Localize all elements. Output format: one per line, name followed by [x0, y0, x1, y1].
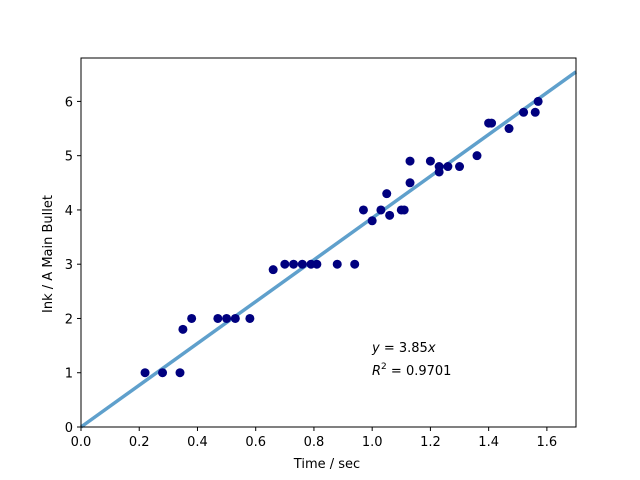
data-point — [187, 313, 197, 323]
y-tick-label: 2 — [65, 312, 73, 327]
data-point — [280, 259, 290, 269]
data-point — [425, 156, 435, 166]
data-point — [222, 313, 232, 323]
data-point — [158, 368, 168, 378]
data-point — [245, 313, 255, 323]
x-tick-label: 1.2 — [420, 435, 441, 450]
data-point — [289, 259, 299, 269]
data-point — [530, 107, 540, 117]
y-tick-label: 6 — [65, 95, 73, 110]
data-point — [405, 156, 415, 166]
r-squared-annotation: R2 = 0.9701 — [372, 362, 451, 379]
y-tick-label: 4 — [65, 204, 73, 219]
data-point — [472, 151, 482, 161]
equation-annotation: y = 3.85x — [371, 341, 436, 356]
data-point — [230, 313, 240, 323]
x-tick-label: 0.2 — [129, 435, 150, 450]
fit-layer — [79, 70, 578, 429]
data-point — [312, 259, 322, 269]
y-tick-label: 1 — [65, 367, 73, 382]
data-point — [268, 265, 278, 275]
data-point — [213, 313, 223, 323]
data-point — [358, 205, 368, 215]
data-point — [332, 259, 342, 269]
data-point — [455, 162, 465, 172]
data-point — [178, 324, 188, 334]
x-tick-label: 1.4 — [478, 435, 499, 450]
equation-rhs: = 3.85 — [380, 341, 428, 356]
data-point — [434, 162, 444, 172]
data-point — [443, 162, 453, 172]
y-axis-label: Ink / A Main Bullet — [41, 195, 56, 313]
x-axis-ticks: 0.0 0.2 0.4 0.6 0.8 1.0 1.2 1.4 1.6 — [71, 427, 558, 450]
r2-label: R — [372, 364, 381, 379]
data-point — [297, 259, 307, 269]
data-point — [376, 205, 386, 215]
data-point — [350, 259, 360, 269]
data-point — [504, 124, 514, 134]
data-point — [175, 368, 185, 378]
x-tick-label: 1.6 — [537, 435, 558, 450]
r2-superscript: 2 — [381, 362, 387, 372]
equation-lhs: y — [371, 341, 380, 356]
y-tick-label: 3 — [65, 258, 73, 273]
data-point — [382, 189, 392, 199]
x-tick-label: 0.6 — [245, 435, 266, 450]
data-point — [399, 205, 409, 215]
x-tick-label: 0.0 — [71, 435, 92, 450]
plot-frame — [80, 57, 577, 428]
data-point — [533, 96, 543, 106]
fit-line — [79, 70, 578, 429]
equation-var: x — [427, 341, 436, 356]
data-point — [519, 107, 529, 117]
r2-value: = 0.9701 — [387, 364, 452, 379]
y-axis-ticks: 0 1 2 3 4 5 6 — [65, 95, 81, 436]
scatter-points — [140, 96, 543, 378]
y-tick-label: 0 — [65, 421, 73, 436]
data-point — [385, 210, 395, 220]
data-point — [367, 216, 377, 226]
x-tick-label: 1.0 — [362, 435, 383, 450]
data-point — [487, 118, 497, 128]
data-point — [405, 178, 415, 188]
data-point — [140, 368, 150, 378]
y-tick-label: 5 — [65, 150, 73, 165]
x-axis-label: Time / sec — [293, 457, 360, 472]
x-tick-label: 0.8 — [304, 435, 325, 450]
x-tick-label: 0.4 — [187, 435, 208, 450]
